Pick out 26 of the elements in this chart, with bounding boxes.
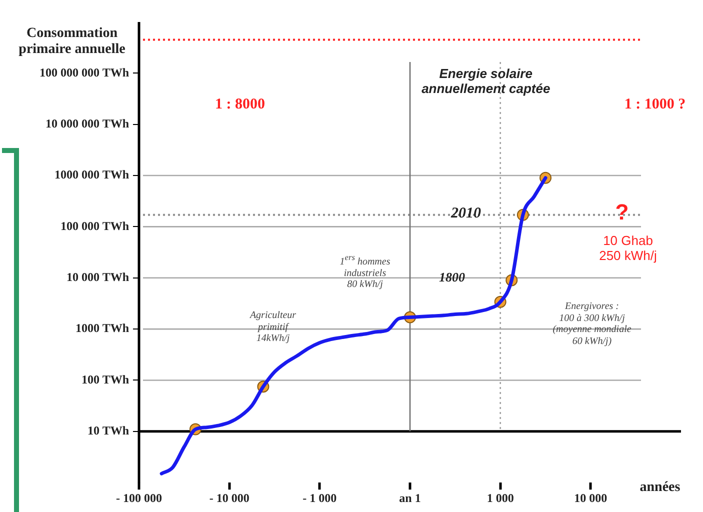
y-tick-label: 1000 TWh (76, 321, 130, 336)
x-tick-label: - 10 000 (209, 490, 250, 505)
annotation: 1 : 1000 ? (624, 96, 686, 114)
y-tick-label: 100 TWh (82, 372, 130, 386)
x-tick-label: - 100 000 (116, 490, 162, 505)
y-axis-title: Consommation primaire annuelle (18, 26, 126, 58)
x-tick-label: 10 000 (574, 490, 608, 505)
x-axis-title: années (640, 480, 680, 496)
y-tick-label: 10 000 TWh (66, 270, 130, 284)
y-tick-label: 100 000 TWh (60, 218, 130, 233)
annotation: 1800 (439, 270, 465, 286)
y-tick-label: 10 TWh (88, 424, 130, 438)
annotation: Agriculteur primitif 14kWh/j (250, 310, 296, 344)
annotation: 10 Ghab 250 kWh/j (599, 233, 657, 264)
y-tick-label: 100 000 000 TWh (40, 65, 130, 80)
annotation: 1$^{ers}$ hommes industriels 80 kWh/j (340, 253, 390, 291)
annotation: 2010 (451, 205, 481, 223)
ref-line-label: Energie solaire annuellement captée (422, 66, 550, 97)
y-tick-label: 10 000 000 TWh (46, 116, 130, 130)
x-tick-label: an 1 (399, 490, 421, 505)
x-tick-label: - 1 000 (302, 490, 337, 505)
y-tick-label: 1000 000 TWh (54, 168, 130, 182)
annotation: 1 : 8000 (215, 96, 265, 114)
annotation: ? (615, 199, 629, 225)
x-tick-label: 1 000 (486, 490, 514, 505)
annotation: Energivores : 100 à 300 kWh/j (moyenne mondiale 60 kWh/j) (552, 301, 632, 347)
